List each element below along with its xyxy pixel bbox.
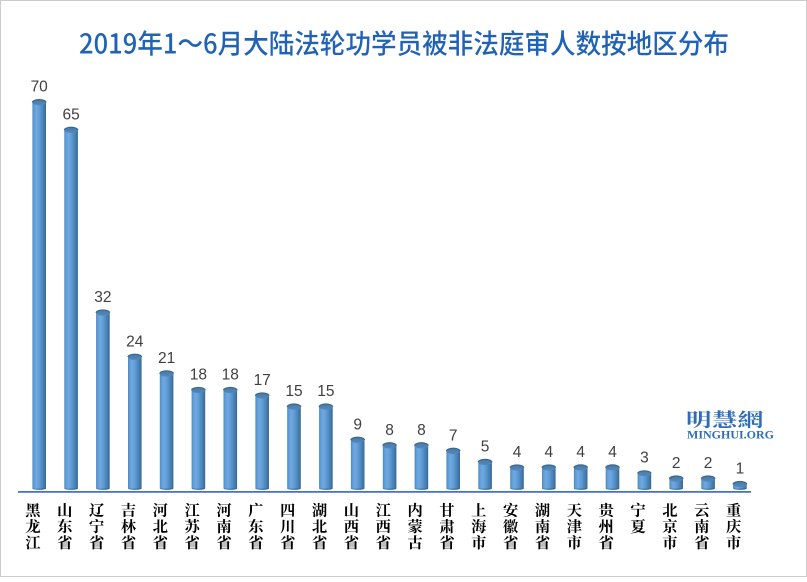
svg-text:18: 18	[222, 367, 239, 384]
svg-text:21: 21	[158, 350, 175, 367]
svg-text:32: 32	[94, 289, 111, 306]
svg-text:MINGHUI.ORG: MINGHUI.ORG	[687, 430, 774, 442]
svg-text:2: 2	[704, 455, 713, 472]
svg-text:8: 8	[385, 422, 394, 439]
svg-text:4: 4	[576, 444, 585, 461]
svg-text:70: 70	[31, 79, 49, 96]
svg-text:4: 4	[544, 444, 553, 461]
svg-text:17: 17	[254, 372, 271, 389]
svg-text:15: 15	[317, 383, 334, 400]
svg-text:3: 3	[640, 450, 649, 467]
svg-text:65: 65	[62, 106, 79, 123]
svg-text:4: 4	[608, 444, 617, 461]
svg-text:15: 15	[285, 383, 302, 400]
svg-text:9: 9	[353, 416, 362, 433]
svg-text:1: 1	[736, 461, 745, 478]
svg-text:4: 4	[513, 444, 522, 461]
svg-text:7: 7	[449, 427, 458, 444]
svg-text:8: 8	[417, 422, 426, 439]
svg-text:18: 18	[190, 367, 207, 384]
svg-text:2: 2	[672, 455, 681, 472]
svg-text:24: 24	[126, 333, 144, 350]
svg-text:5: 5	[481, 438, 490, 455]
